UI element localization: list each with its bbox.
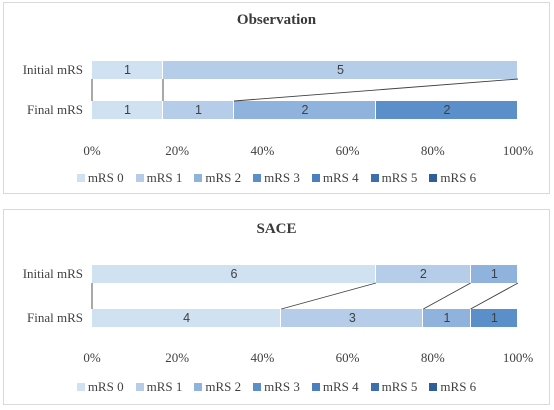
- x-tick-label: 60%: [335, 350, 360, 365]
- legend-item: mRS 5: [370, 379, 418, 395]
- data-label: 2: [419, 267, 427, 281]
- chart-title: SACE: [256, 221, 297, 237]
- x-tick-label: 80%: [420, 143, 445, 158]
- legend-item: mRS 0: [76, 379, 124, 395]
- data-label: 2: [301, 103, 309, 117]
- legend-label: mRS 6: [440, 170, 477, 185]
- row-label: Initial mRS: [22, 62, 83, 77]
- bar-segment: [470, 265, 518, 283]
- legend-label: mRS 5: [381, 170, 418, 185]
- legend-label: mRS 1: [146, 170, 183, 185]
- chart-panel-sace: SACE Initial mRS Final mRS 6 2 1 4 3 1 1 0% 20% 40%…: [3, 209, 550, 405]
- legend-swatch: [194, 383, 203, 391]
- legend-item: mRS 4: [311, 170, 359, 186]
- bar-segment: [423, 309, 471, 327]
- bar-segment: [163, 101, 234, 119]
- data-label: 3: [348, 311, 356, 325]
- bar-segment: [92, 265, 376, 283]
- legend-swatch: [429, 174, 438, 182]
- x-tick-label: 40%: [250, 350, 275, 365]
- bar-segment: [376, 101, 518, 119]
- data-label: 1: [124, 103, 131, 117]
- chart-panel-observation: Observation Initial mRS Final mRS 1 5 1 1 2 2 0%…: [3, 2, 550, 194]
- x-tick-label: 40%: [250, 143, 275, 158]
- legend-swatch: [429, 383, 438, 391]
- bar-segment: [234, 101, 376, 119]
- legend-item: mRS 4: [311, 379, 359, 395]
- series-line: [281, 282, 377, 310]
- bar-segment: [281, 309, 424, 327]
- legend-swatch: [76, 383, 85, 391]
- bar-segment: [92, 101, 163, 119]
- x-tick-label: 100%: [502, 143, 534, 158]
- legend-swatch: [311, 174, 320, 182]
- legend-label: mRS 5: [381, 379, 418, 394]
- legend-label: mRS 2: [205, 379, 242, 394]
- legend-swatch: [253, 174, 262, 182]
- data-label: 1: [490, 267, 498, 281]
- legend-item: mRS 1: [135, 379, 183, 395]
- legend-swatch: [135, 383, 144, 391]
- x-tick-label: 20%: [165, 350, 190, 365]
- legend-swatch: [370, 174, 379, 182]
- legend-item: mRS 2: [194, 379, 241, 395]
- legend-item: mRS 3: [253, 170, 300, 186]
- data-label: 1: [195, 103, 202, 117]
- legend-item: mRS 1: [135, 170, 183, 186]
- legend-swatch: [135, 174, 144, 182]
- legend-label: mRS 3: [264, 170, 300, 185]
- legend-item: mRS 6: [429, 170, 476, 186]
- x-tick-label: 60%: [335, 143, 360, 158]
- legend-swatch: [253, 383, 262, 391]
- legend-label: mRS 2: [205, 170, 242, 185]
- legend-label: mRS 6: [440, 379, 477, 394]
- bar-segment: [470, 309, 518, 327]
- bar-segment: [92, 61, 163, 79]
- x-tick-label: 0%: [83, 143, 101, 158]
- bar-segment: [163, 61, 518, 79]
- series-line: [233, 78, 519, 102]
- legend-swatch: [370, 383, 379, 391]
- legend-item: mRS 5: [370, 170, 418, 186]
- legend-label: mRS 3: [264, 379, 300, 394]
- data-label: 4: [183, 311, 191, 325]
- legend-item: mRS 0: [76, 170, 124, 186]
- x-tick-label: 100%: [502, 350, 534, 365]
- legend-label: mRS 4: [322, 170, 359, 185]
- legend-swatch: [194, 174, 203, 182]
- legend-label: mRS 4: [322, 379, 359, 394]
- legend-label: mRS 1: [146, 379, 183, 394]
- bar-segment: [376, 265, 471, 283]
- legend-swatch: [76, 174, 85, 182]
- row-label: Final mRS: [27, 102, 83, 117]
- series-line: [470, 282, 519, 310]
- data-label: 1: [124, 63, 131, 77]
- data-label: 6: [230, 267, 238, 281]
- data-label: 1: [490, 311, 498, 325]
- chart-title: Observation: [236, 12, 317, 28]
- x-tick-label: 80%: [420, 350, 445, 365]
- series-line: [423, 282, 471, 310]
- data-label: 2: [443, 103, 451, 117]
- legend: mRS 0 mRS 1 mRS 2 mRS 3 mRS 4 mRS 5 mRS 6: [4, 170, 549, 186]
- legend-item: mRS 3: [253, 379, 300, 395]
- row-label: Final mRS: [27, 310, 83, 325]
- row-label: Initial mRS: [22, 266, 83, 281]
- legend-item: mRS 2: [194, 170, 241, 186]
- x-tick-label: 0%: [83, 350, 101, 365]
- bar-segment: [92, 309, 282, 327]
- legend-label: mRS 0: [87, 170, 124, 185]
- data-label: 1: [443, 311, 451, 325]
- legend-swatch: [311, 383, 320, 391]
- legend: mRS 0 mRS 1 mRS 2 mRS 3 mRS 4 mRS 5 mRS 6: [4, 379, 549, 395]
- x-tick-label: 20%: [165, 143, 190, 158]
- legend-item: mRS 6: [429, 379, 476, 395]
- legend-label: mRS 0: [87, 379, 124, 394]
- data-label: 5: [337, 63, 344, 77]
